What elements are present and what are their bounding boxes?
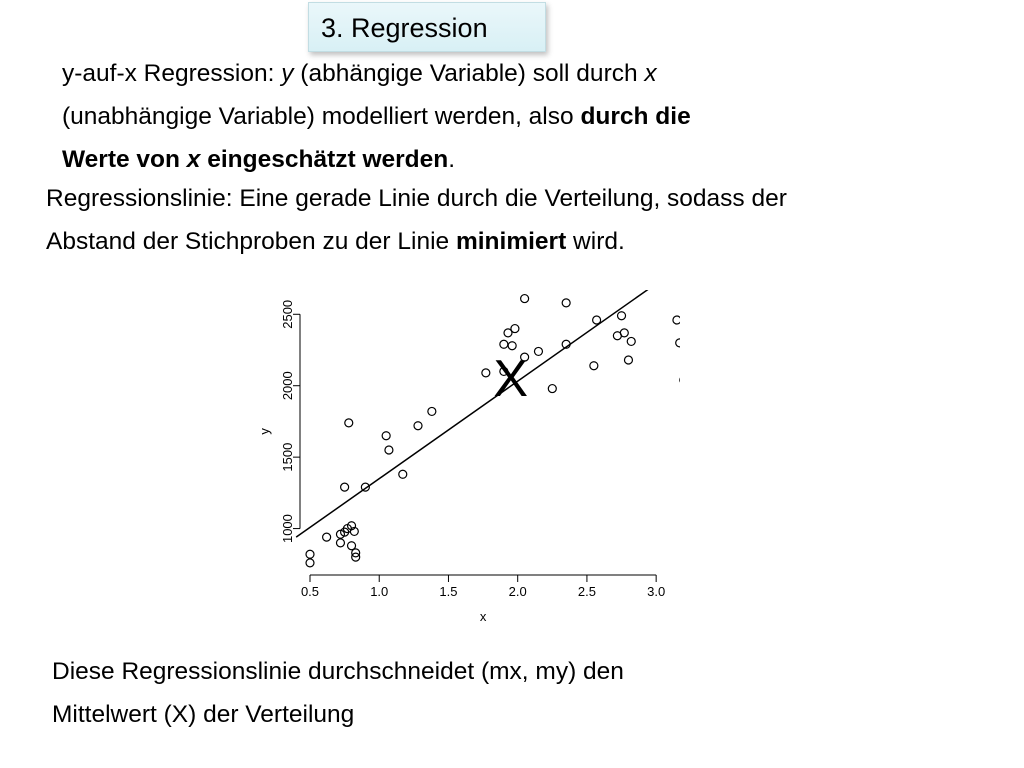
text-run-bold: Werte von x eingeschätzt werden bbox=[62, 146, 448, 173]
data-point bbox=[413, 421, 423, 431]
data-point bbox=[346, 521, 357, 531]
text-run: . bbox=[448, 146, 456, 173]
data-point bbox=[510, 323, 520, 334]
y-tick-label: 2500 bbox=[280, 300, 295, 329]
scatter-plot: 0.5 1.0 1.5 2.0 2.5 3.0 x 1000 1500 2000 2500 y X bbox=[257, 290, 680, 624]
data-point bbox=[533, 346, 544, 357]
data-point bbox=[340, 482, 350, 492]
data-point bbox=[351, 548, 361, 558]
data-point bbox=[344, 418, 354, 428]
regression-line bbox=[295, 290, 649, 538]
slide-title: 3. Regression bbox=[308, 2, 546, 52]
data-point bbox=[499, 339, 509, 349]
text-run-italic: y bbox=[281, 60, 294, 87]
data-point bbox=[592, 315, 602, 325]
x-tick-label: 1.5 bbox=[439, 584, 457, 599]
data-point bbox=[520, 293, 530, 304]
text-run: y-auf-x Regression: bbox=[62, 60, 282, 87]
y-tick-label: 1500 bbox=[280, 443, 295, 472]
data-point bbox=[427, 406, 437, 417]
text-run: Werte von bbox=[62, 146, 187, 173]
text-line: Werte von x eingeschätzt werden. bbox=[62, 138, 691, 181]
data-point bbox=[672, 315, 680, 325]
text-run-bold: durch die bbox=[580, 103, 691, 130]
paragraph-definition: y-auf-x Regression: y (abhängige Variabl… bbox=[62, 52, 691, 181]
text-run-italic: x bbox=[186, 146, 201, 173]
data-point bbox=[481, 368, 491, 378]
x-tick-label: 1.0 bbox=[370, 584, 388, 599]
text-line: Diese Regressionslinie durchschneidet (m… bbox=[52, 658, 624, 685]
x-tick-label: 2.0 bbox=[509, 584, 527, 599]
data-point bbox=[520, 352, 530, 362]
data-point bbox=[675, 338, 680, 348]
text-line: Mittelwert (X) der Verteilung bbox=[52, 701, 355, 728]
text-run: eingeschätzt werden bbox=[200, 146, 449, 173]
paragraph-mean: Diese Regressionslinie durchschneidet (m… bbox=[52, 650, 624, 736]
data-point bbox=[360, 482, 370, 492]
data-point bbox=[561, 298, 571, 308]
data-point bbox=[346, 541, 357, 551]
data-point bbox=[499, 366, 509, 377]
data-point bbox=[616, 311, 627, 321]
text-run: (abhängige Variable) soll durch bbox=[293, 60, 645, 87]
y-tick-label: 1000 bbox=[280, 514, 295, 543]
text-line: Regressionslinie: Eine gerade Linie durc… bbox=[46, 185, 787, 212]
text-line: y-auf-x Regression: y (abhängige Variabl… bbox=[62, 52, 691, 95]
mean-marker-label: X bbox=[493, 350, 528, 408]
data-point bbox=[398, 469, 408, 479]
y-tick-label: 2000 bbox=[280, 371, 295, 400]
data-point bbox=[623, 355, 634, 365]
text-line: (unabhängige Variable) modelliert werden… bbox=[62, 95, 691, 138]
data-point bbox=[381, 431, 391, 441]
text-line: Abstand der Stichproben zu der Linie min… bbox=[46, 220, 787, 263]
data-point bbox=[305, 549, 315, 559]
paragraph-regression-line: Regressionslinie: Eine gerade Linie durc… bbox=[46, 177, 787, 263]
text-run-italic: x bbox=[644, 60, 657, 87]
x-tick-label: 0.5 bbox=[301, 584, 319, 599]
data-point bbox=[351, 552, 361, 562]
y-axis-label: y bbox=[257, 428, 272, 435]
data-point bbox=[561, 339, 571, 349]
data-point bbox=[349, 526, 359, 537]
x-tick-label: 3.0 bbox=[647, 584, 665, 599]
text-run-bold: minimiert bbox=[455, 228, 567, 255]
text-run: (unabhängige Variable) modelliert werden… bbox=[62, 103, 581, 130]
data-point bbox=[626, 336, 636, 347]
text-run: Abstand der Stichproben zu der Linie bbox=[46, 228, 456, 255]
x-tick-label: 2.5 bbox=[578, 584, 596, 599]
data-point bbox=[335, 538, 346, 548]
x-axis-label: x bbox=[480, 609, 487, 624]
data-point bbox=[305, 558, 315, 568]
text-run: wird. bbox=[566, 228, 625, 255]
data-point bbox=[503, 328, 513, 338]
data-point bbox=[507, 341, 517, 351]
data-point bbox=[322, 532, 332, 542]
data-point bbox=[619, 328, 629, 338]
data-point bbox=[589, 361, 599, 371]
data-point bbox=[384, 445, 394, 455]
data-point bbox=[547, 383, 557, 394]
